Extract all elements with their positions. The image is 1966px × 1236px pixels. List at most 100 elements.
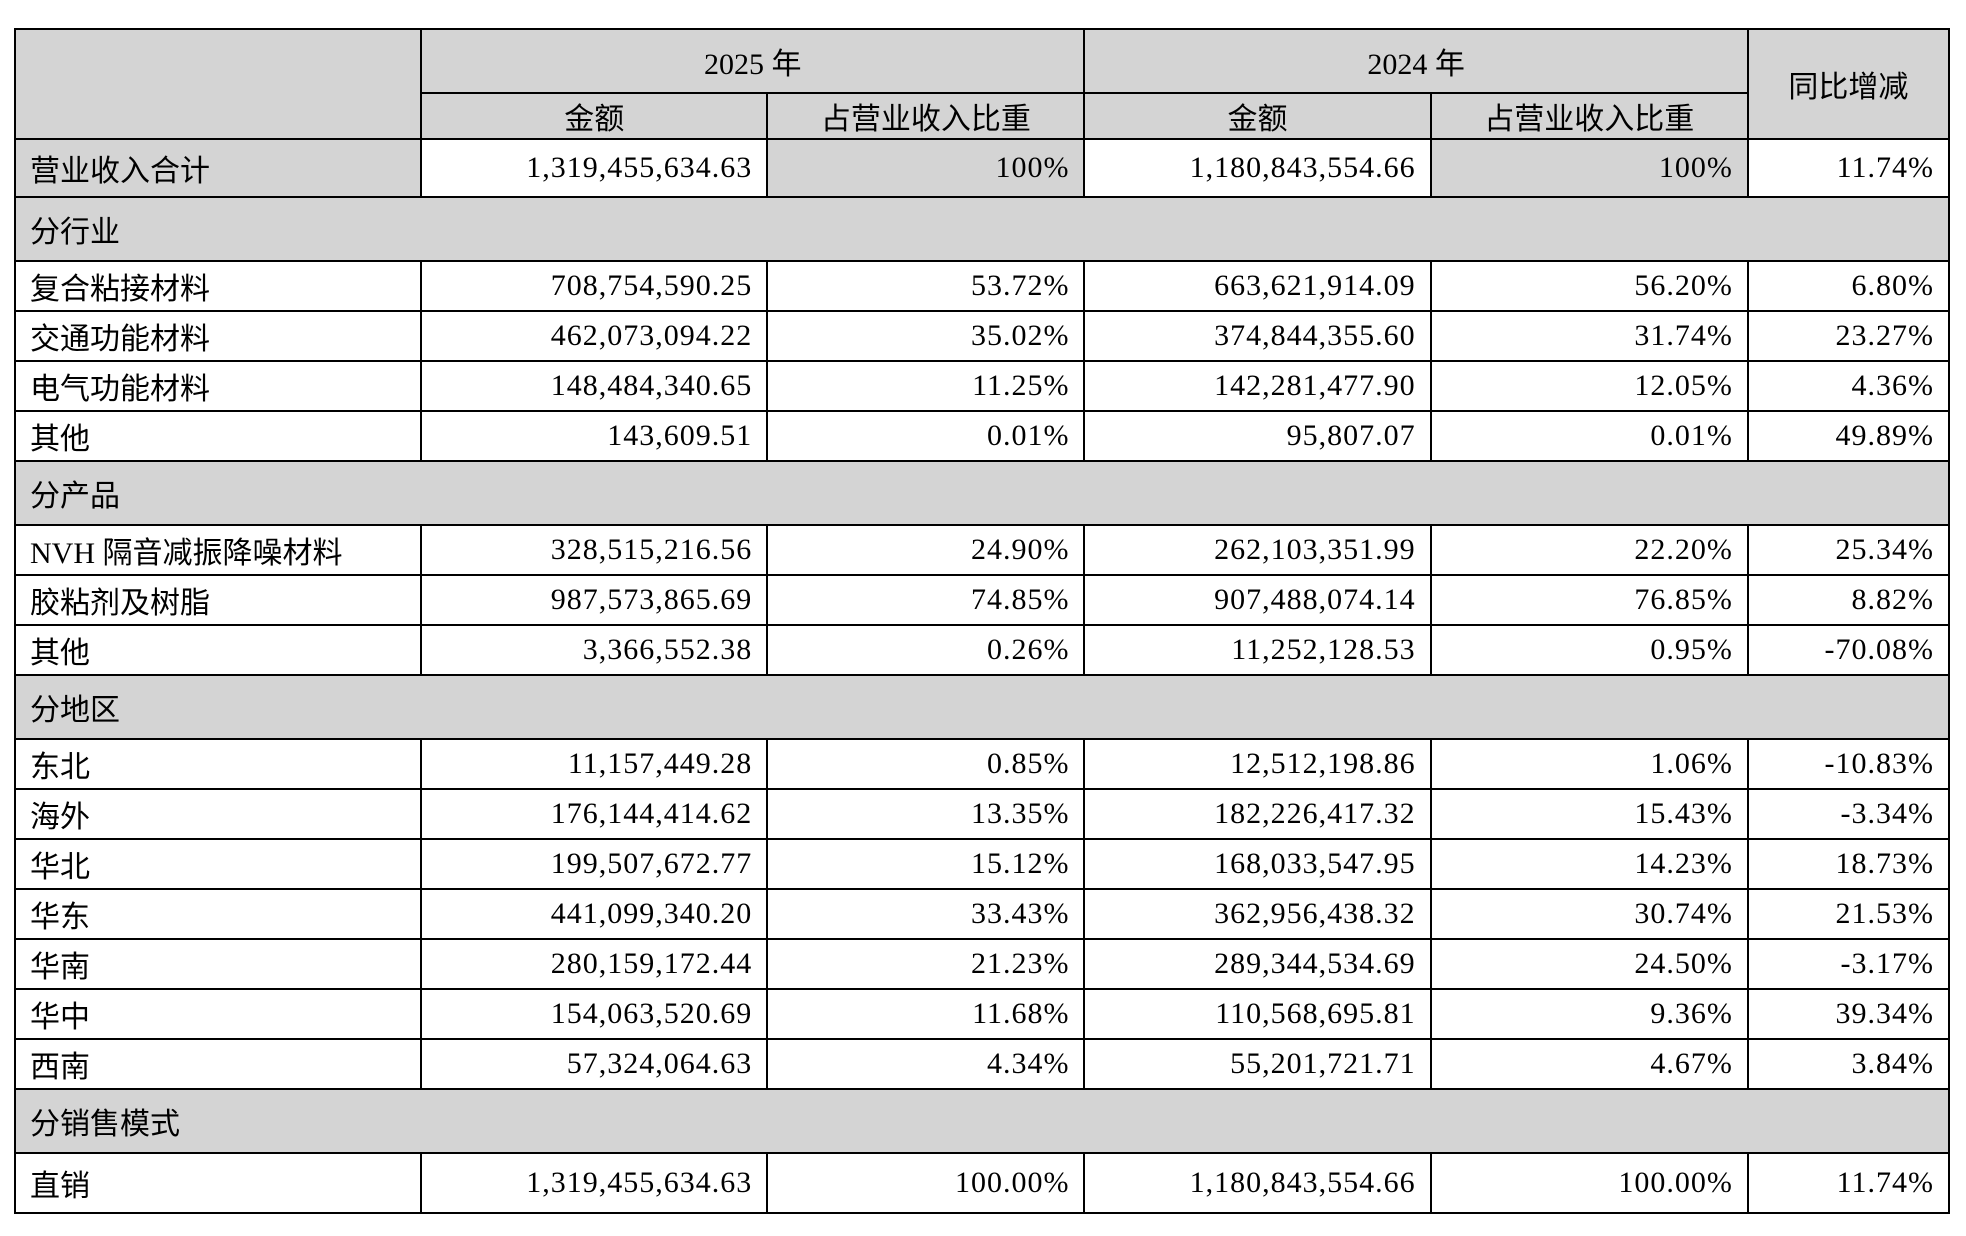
row-label: 营业收入合计 xyxy=(13,138,423,198)
section-header-row: 分地区 xyxy=(14,674,1950,740)
header-year-2024: 2024 年 xyxy=(1083,28,1749,94)
ratio-2024: 31.74% xyxy=(1429,310,1749,362)
amount-2025: 462,073,094.22 xyxy=(420,310,769,362)
table-row: 海外 176,144,414.62 13.35% 182,226,417.32 15.4… xyxy=(13,788,1951,840)
ratio-2024: 14.23% xyxy=(1429,838,1749,890)
amount-2025: 3,366,552.38 xyxy=(420,624,769,676)
section-header-row: 分行业 xyxy=(14,196,1950,262)
header-blank-cell xyxy=(13,28,423,140)
yoy-value: 39.34% xyxy=(1746,988,1951,1040)
ratio-2024: 100.00% xyxy=(1429,1152,1749,1214)
header-row-years: 2025 年 2024 年 同比增减 xyxy=(13,28,1951,140)
amount-2025: 148,484,340.65 xyxy=(420,360,769,412)
yoy-value: 21.53% xyxy=(1746,888,1951,940)
amount-2024: 663,621,914.09 xyxy=(1083,260,1432,312)
yoy-value: 4.36% xyxy=(1746,360,1951,412)
row-label: NVH 隔音减振降噪材料 xyxy=(13,524,423,576)
ratio-2024: 0.95% xyxy=(1429,624,1749,676)
row-label: 交通功能材料 xyxy=(13,310,423,362)
revenue-breakdown-table: 2025 年 2024 年 同比增减 金额 占营业收入比重 金额 占营业收入比重… xyxy=(13,28,1951,1214)
row-label: 其他 xyxy=(13,624,423,676)
amount-2024: 289,344,534.69 xyxy=(1083,938,1432,990)
row-label: 西南 xyxy=(13,1038,423,1090)
amount-2025: 199,507,672.77 xyxy=(420,838,769,890)
ratio-2025: 0.26% xyxy=(766,624,1086,676)
amount-2025: 708,754,590.25 xyxy=(420,260,769,312)
ratio-2024: 24.50% xyxy=(1429,938,1749,990)
section-title: 分产品 xyxy=(14,460,1950,526)
amount-2024: 1,180,843,554.66 xyxy=(1083,138,1432,198)
ratio-2024: 56.20% xyxy=(1429,260,1749,312)
amount-2024: 12,512,198.86 xyxy=(1083,738,1432,790)
amount-2024: 362,956,438.32 xyxy=(1083,888,1432,940)
table-row: 胶粘剂及树脂 987,573,865.69 74.85% 907,488,074.14… xyxy=(13,574,1951,626)
row-label: 海外 xyxy=(13,788,423,840)
table-row: 电气功能材料 148,484,340.65 11.25% 142,281,477.90… xyxy=(13,360,1951,412)
amount-2024: 168,033,547.95 xyxy=(1083,838,1432,890)
row-label: 华东 xyxy=(13,888,423,940)
amount-2025: 987,573,865.69 xyxy=(420,574,769,626)
ratio-2025: 15.12% xyxy=(766,838,1086,890)
row-label: 胶粘剂及树脂 xyxy=(13,574,423,626)
amount-2024: 374,844,355.60 xyxy=(1083,310,1432,362)
yoy-value: -3.17% xyxy=(1746,938,1951,990)
row-label: 直销 xyxy=(13,1152,423,1214)
table-row: 华南 280,159,172.44 21.23% 289,344,534.69 24.5… xyxy=(13,938,1951,990)
table-row: 直销 1,319,455,634.63 100.00% 1,180,843,554.6… xyxy=(13,1152,1951,1214)
ratio-2025: 33.43% xyxy=(766,888,1086,940)
ratio-2024: 30.74% xyxy=(1429,888,1749,940)
ratio-2025: 4.34% xyxy=(766,1038,1086,1090)
table-row: 华中 154,063,520.69 11.68% 110,568,695.81 9.36… xyxy=(13,988,1951,1040)
table-row: 华北 199,507,672.77 15.12% 168,033,547.95 14.2… xyxy=(13,838,1951,890)
table-row: 营业收入合计 1,319,455,634.63 100% 1,180,843,554.… xyxy=(13,138,1951,198)
table-row: 复合粘接材料 708,754,590.25 53.72% 663,621,914.09… xyxy=(13,260,1951,312)
yoy-value: 6.80% xyxy=(1746,260,1951,312)
yoy-value: -3.34% xyxy=(1746,788,1951,840)
row-label: 复合粘接材料 xyxy=(13,260,423,312)
table-row: 华东 441,099,340.20 33.43% 362,956,438.32 30.7… xyxy=(13,888,1951,940)
header-year-2025: 2025 年 xyxy=(420,28,1086,94)
ratio-2024: 22.20% xyxy=(1429,524,1749,576)
header-yoy-change: 同比增减 xyxy=(1746,28,1951,140)
amount-2024: 262,103,351.99 xyxy=(1083,524,1432,576)
table-row: NVH 隔音减振降噪材料 328,515,216.56 24.90% 262,103,… xyxy=(13,524,1951,576)
section-title: 分销售模式 xyxy=(14,1088,1950,1154)
amount-2025: 143,609.51 xyxy=(420,410,769,462)
table-row: 交通功能材料 462,073,094.22 35.02% 374,844,355.60… xyxy=(13,310,1951,362)
amount-2025: 1,319,455,634.63 xyxy=(420,1152,769,1214)
amount-2025: 57,324,064.63 xyxy=(420,1038,769,1090)
yoy-value: 25.34% xyxy=(1746,524,1951,576)
ratio-2025: 100.00% xyxy=(766,1152,1086,1214)
header-row-measures: 金额 占营业收入比重 金额 占营业收入比重 xyxy=(15,92,1949,140)
header-ratio-2025: 占营业收入比重 xyxy=(766,92,1086,140)
amount-2024: 95,807.07 xyxy=(1083,410,1432,462)
amount-2024: 55,201,721.71 xyxy=(1083,1038,1432,1090)
row-label: 华北 xyxy=(13,838,423,890)
ratio-2024: 4.67% xyxy=(1429,1038,1749,1090)
yoy-value: 11.74% xyxy=(1746,138,1951,198)
header-amount-2024: 金额 xyxy=(1083,92,1432,140)
ratio-2025: 0.01% xyxy=(766,410,1086,462)
amount-2025: 176,144,414.62 xyxy=(420,788,769,840)
yoy-value: 8.82% xyxy=(1746,574,1951,626)
yoy-value: 49.89% xyxy=(1746,410,1951,462)
table-row: 其他 3,366,552.38 0.26% 11,252,128.53 0.95% -70… xyxy=(13,624,1951,676)
row-label: 东北 xyxy=(13,738,423,790)
ratio-2025: 13.35% xyxy=(766,788,1086,840)
header-ratio-2024: 占营业收入比重 xyxy=(1429,92,1749,140)
yoy-value: 18.73% xyxy=(1746,838,1951,890)
row-label: 其他 xyxy=(13,410,423,462)
ratio-2025: 24.90% xyxy=(766,524,1086,576)
amount-2024: 1,180,843,554.66 xyxy=(1083,1152,1432,1214)
amount-2024: 110,568,695.81 xyxy=(1083,988,1432,1040)
amount-2025: 154,063,520.69 xyxy=(420,988,769,1040)
section-header-row: 分产品 xyxy=(14,460,1950,526)
amount-2025: 280,159,172.44 xyxy=(420,938,769,990)
yoy-value: 3.84% xyxy=(1746,1038,1951,1090)
amount-2025: 441,099,340.20 xyxy=(420,888,769,940)
yoy-value: -70.08% xyxy=(1746,624,1951,676)
ratio-2024: 9.36% xyxy=(1429,988,1749,1040)
section-header-row: 分销售模式 xyxy=(14,1088,1950,1154)
row-label: 华南 xyxy=(13,938,423,990)
